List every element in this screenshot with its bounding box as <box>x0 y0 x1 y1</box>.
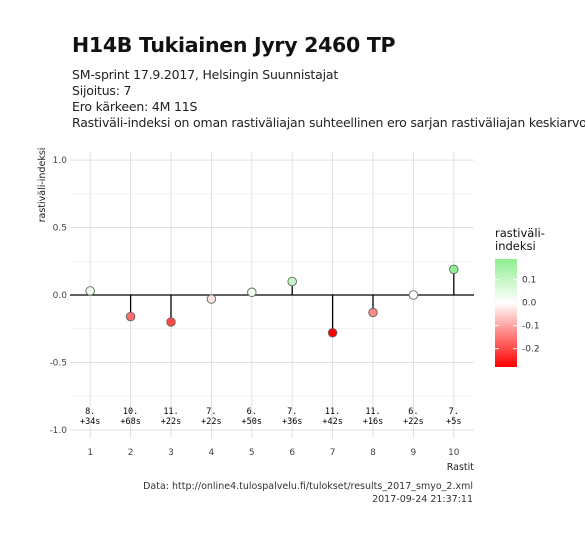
point-rank-label: 10. <box>123 407 138 417</box>
lollipop-point <box>166 317 176 327</box>
lollipop-point <box>408 290 419 300</box>
point-time-label: +50s <box>242 417 262 427</box>
x-tick-label: 6 <box>289 448 295 458</box>
subtitle-description: Rastiväli-indeksi on oman rastiväliajan … <box>72 115 585 130</box>
lollipop-point <box>125 311 136 322</box>
lollipop-point <box>287 276 297 287</box>
timestamp-caption: 2017-09-24 21:37:11 <box>372 494 473 505</box>
point-time-label: +22s <box>161 417 181 427</box>
legend-title: rastiväli- <box>495 226 545 240</box>
legend-title: indeksi <box>495 239 536 253</box>
point-rank-label: 6. <box>408 407 418 417</box>
y-tick-label: 0.5 <box>53 224 67 234</box>
lollipop-point <box>247 287 257 298</box>
point-rank-label: 11. <box>325 407 340 417</box>
point-rank-label: 6. <box>247 407 257 417</box>
point-rank-label: 11. <box>163 407 178 417</box>
legend-tick-label: 0.1 <box>522 276 536 286</box>
point-rank-label: 11. <box>365 407 380 417</box>
point-rank-label: 7. <box>287 407 297 417</box>
point-time-label: +34s <box>80 417 100 427</box>
data-source-caption: Data: http://online4.tulospalvelu.fi/tul… <box>143 481 473 492</box>
legend-colorbar <box>495 259 517 367</box>
lollipop-point <box>368 307 378 318</box>
point-rank-label: 8. <box>85 407 95 417</box>
x-tick-label: 3 <box>168 448 174 458</box>
point-rank-label: 7. <box>449 407 459 417</box>
x-tick-label: 2 <box>128 448 134 458</box>
x-tick-label: 8 <box>370 448 376 458</box>
lollipop-point <box>85 286 95 296</box>
subtitle-gap: Ero kärkeen: 4M 11S <box>72 99 198 114</box>
point-time-label: +16s <box>363 417 383 427</box>
legend-tick-label: -0.2 <box>522 345 540 355</box>
legend-tick-label: -0.1 <box>522 322 540 332</box>
x-axis-title: Rastit <box>447 462 475 473</box>
point-time-label: +5s <box>446 417 461 427</box>
point-time-label: +42s <box>322 417 342 427</box>
point-rank-label: 7. <box>206 407 216 417</box>
point-time-label: +22s <box>403 417 423 427</box>
y-tick-label: -1.0 <box>49 426 67 436</box>
point-time-label: +68s <box>120 417 140 427</box>
x-tick-label: 5 <box>249 448 255 458</box>
subtitle-event: SM-sprint 17.9.2017, Helsingin Suunnista… <box>72 67 339 82</box>
x-tick-label: 1 <box>87 448 93 458</box>
lollipop-point <box>206 294 217 304</box>
x-tick-label: 4 <box>209 448 215 458</box>
x-tick-label: 7 <box>330 448 336 458</box>
y-tick-label: -0.5 <box>49 358 67 368</box>
x-tick-label: 9 <box>411 448 417 458</box>
legend-tick-label: 0.0 <box>522 299 537 309</box>
y-axis-title: rastiväli-indeksi <box>37 148 48 223</box>
x-tick-label: 10 <box>448 448 460 458</box>
y-tick-label: 0.0 <box>53 291 68 301</box>
point-time-label: +22s <box>201 417 221 427</box>
subtitle-rank: Sijoitus: 7 <box>72 83 132 98</box>
y-tick-label: 1.0 <box>53 156 68 166</box>
point-time-label: +36s <box>282 417 302 427</box>
lollipop-point <box>449 264 459 275</box>
lollipop-point <box>327 328 338 338</box>
chart-title: H14B Tukiainen Jyry 2460 TP <box>72 33 396 57</box>
